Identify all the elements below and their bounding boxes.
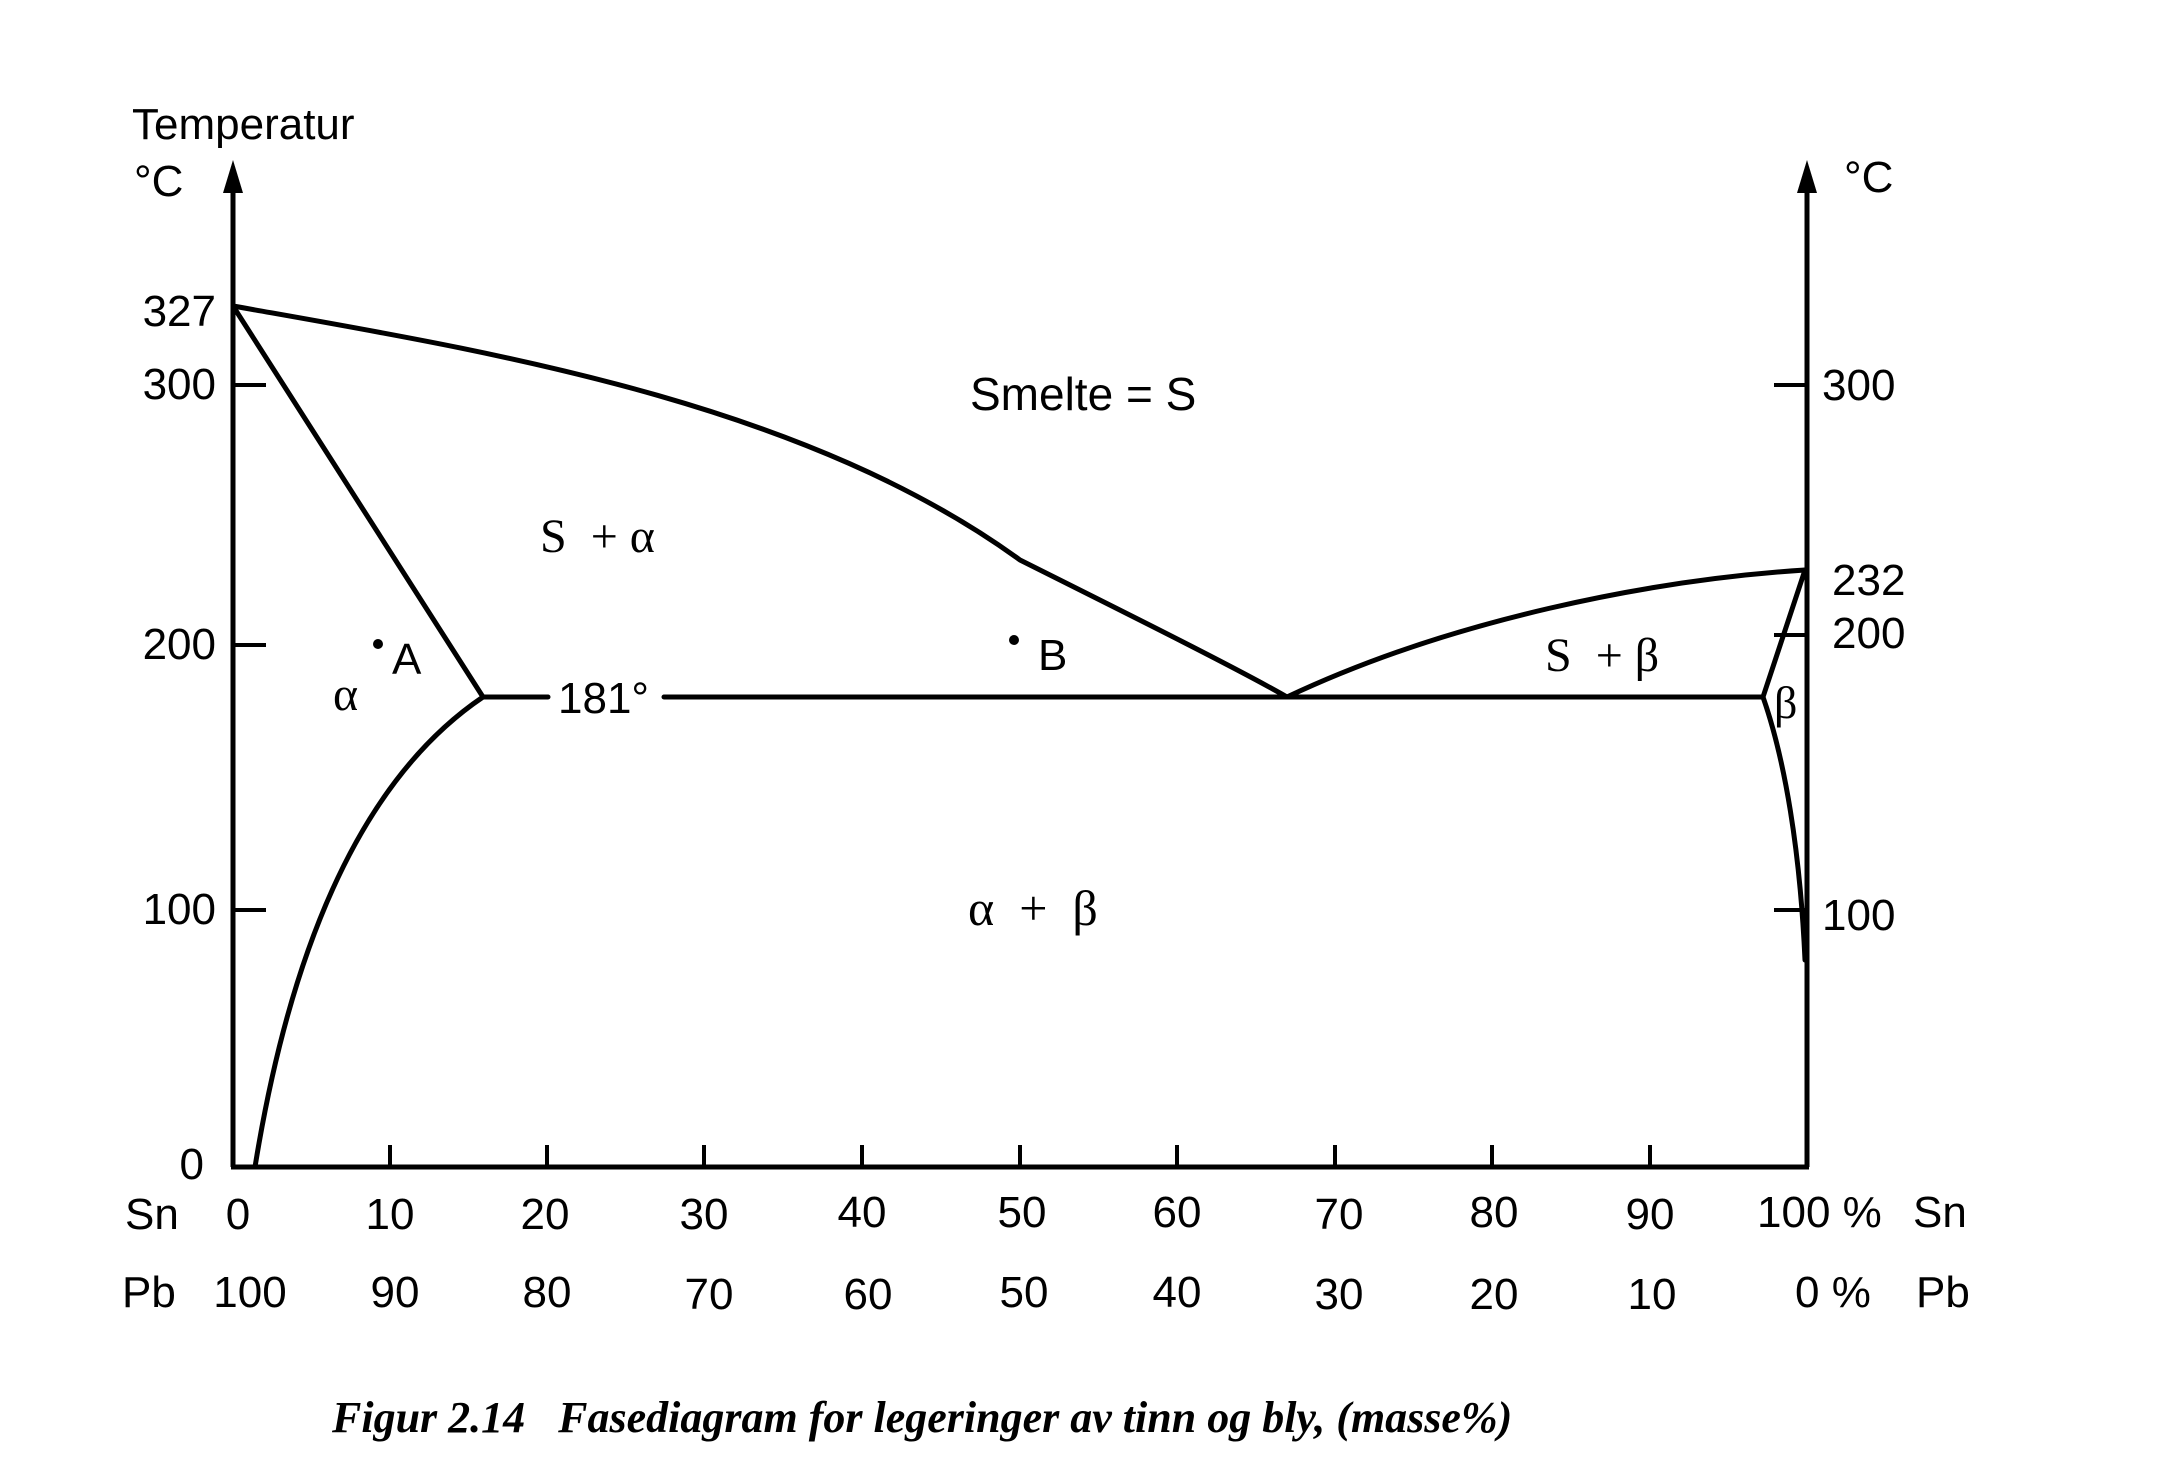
- x-pb-label-30: 30: [1315, 1270, 1364, 1319]
- solvus-right-curve: [1760, 694, 1808, 963]
- left-tick-label-100: 100: [143, 885, 216, 934]
- x-sn-label-20: 20: [521, 1190, 570, 1239]
- x-pb-label-100: 100: [213, 1268, 286, 1317]
- x-pb-label-60: 60: [844, 1270, 893, 1319]
- x-sn-label-60: 60: [1153, 1188, 1202, 1237]
- eutectic-temp-label: 181°: [558, 674, 649, 723]
- point-a-label: A: [392, 635, 422, 684]
- x-pb-label-70: 70: [685, 1270, 734, 1319]
- solidus-left-line: [230, 303, 486, 700]
- x-sn-label-90: 90: [1626, 1190, 1675, 1239]
- x-sn-label-80: 80: [1470, 1188, 1519, 1237]
- x-sn-label-30: 30: [680, 1190, 729, 1239]
- x-pb-label-20: 20: [1470, 1270, 1519, 1319]
- x-sn-label-10: 10: [366, 1190, 415, 1239]
- point-b-dot: [1009, 635, 1019, 645]
- solvus-left-curve: [252, 694, 486, 1170]
- left-tick-label-327: 327: [143, 287, 216, 336]
- x-sn-label-100: 100 %: [1757, 1188, 1882, 1237]
- left-tick-label-300: 300: [143, 360, 216, 409]
- left-tick-label-200: 200: [143, 620, 216, 669]
- right-axis-unit: °C: [1844, 153, 1893, 202]
- point-a-dot: [373, 639, 383, 649]
- figure-caption: Figur 2.14 Fasediagram for legeringer av…: [331, 1393, 1512, 1442]
- x-sn-label-70: 70: [1315, 1190, 1364, 1239]
- right-axis-arrow: [1797, 160, 1817, 193]
- x-sn-label-50: 50: [998, 1188, 1047, 1237]
- solidus-right-line: [1760, 567, 1808, 700]
- region-melt-label: Smelte = S: [970, 368, 1196, 420]
- x-pb-label-90: 90: [371, 1268, 420, 1317]
- right-tick-label-232: 232: [1832, 556, 1905, 605]
- right-tick-label-100: 100: [1822, 891, 1895, 940]
- right-tick-label-300: 300: [1822, 361, 1895, 410]
- region-s-beta-label: S + β: [1545, 629, 1659, 682]
- region-s-alpha-label: S + α: [540, 510, 655, 563]
- point-b-label: B: [1038, 631, 1067, 680]
- region-beta-label: β: [1774, 677, 1797, 728]
- x-pb-name-right: Pb: [1916, 1268, 1970, 1317]
- phase-boundaries: [230, 303, 1808, 1170]
- x-sn-label-0: 0: [226, 1190, 250, 1239]
- left-axis-title: Temperatur: [132, 100, 355, 149]
- right-tick-label-200: 200: [1832, 609, 1905, 658]
- left-axis-arrow: [223, 160, 243, 193]
- x-pb-label-50: 50: [1000, 1268, 1049, 1317]
- x-pb-label-40: 40: [1153, 1268, 1202, 1317]
- x-sn-name: Sn: [125, 1190, 179, 1239]
- region-alpha-label: α: [333, 668, 358, 721]
- liquidus-right-curve: [1284, 567, 1808, 700]
- region-alpha-beta-label: α + β: [968, 880, 1098, 936]
- x-sn-name-right: Sn: [1913, 1188, 1967, 1237]
- left-tick-label-0: 0: [180, 1140, 204, 1189]
- x-pb-label-0: 0 %: [1795, 1268, 1871, 1317]
- x-sn-label-40: 40: [838, 1188, 887, 1237]
- x-pb-name: Pb: [122, 1268, 176, 1317]
- x-pb-label-80: 80: [523, 1268, 572, 1317]
- x-pb-label-10: 10: [1628, 1270, 1677, 1319]
- left-axis-unit: °C: [134, 157, 183, 206]
- tick-marks: [233, 383, 1807, 1167]
- liquidus-left-curve: [230, 303, 1290, 700]
